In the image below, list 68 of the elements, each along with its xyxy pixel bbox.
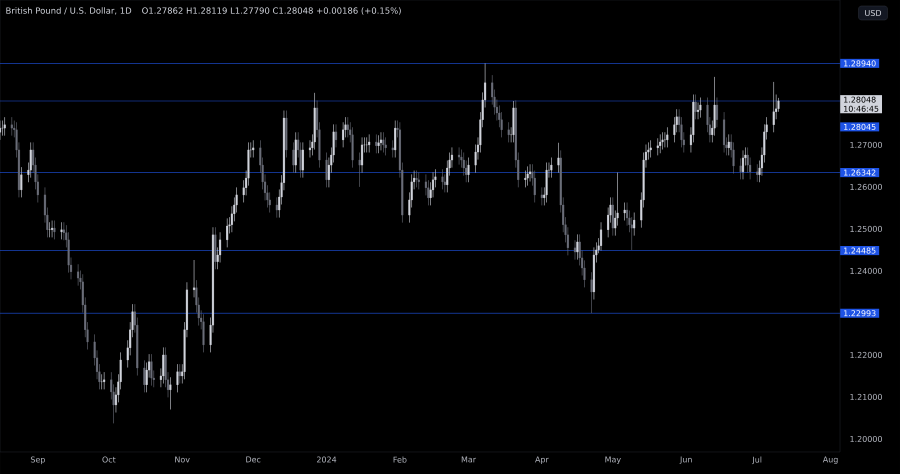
candlestick bbox=[51, 220, 54, 238]
candlestick bbox=[441, 168, 444, 190]
candlestick bbox=[20, 166, 22, 198]
candlestick bbox=[574, 240, 576, 260]
candlestick bbox=[252, 140, 254, 158]
candlestick bbox=[162, 347, 164, 384]
candlestick bbox=[557, 142, 560, 173]
candlestick bbox=[418, 172, 420, 190]
candlestick bbox=[358, 152, 361, 188]
candlestick bbox=[202, 314, 205, 353]
candlestick bbox=[380, 132, 382, 151]
candlestick bbox=[742, 150, 744, 180]
candlestick bbox=[176, 364, 179, 393]
candlestick bbox=[292, 142, 294, 173]
candlestick bbox=[169, 376, 172, 410]
candlestick bbox=[143, 360, 146, 393]
candlestick bbox=[612, 197, 614, 236]
candlestick bbox=[1, 120, 4, 136]
candlestick bbox=[415, 170, 418, 188]
candlestick bbox=[664, 132, 666, 148]
candlestick bbox=[508, 122, 510, 143]
text: British Pound / U.S. Dollar, 1D bbox=[6, 7, 132, 15]
candlestick bbox=[633, 212, 636, 236]
candlestick bbox=[192, 260, 196, 298]
candlestick bbox=[624, 202, 626, 221]
candlestick bbox=[4, 116, 6, 136]
candlestick bbox=[590, 272, 593, 314]
candlestick bbox=[716, 97, 718, 128]
candlestick bbox=[528, 164, 532, 182]
candlestick bbox=[360, 137, 364, 173]
candlestick bbox=[382, 132, 384, 153]
candlestick bbox=[60, 222, 63, 240]
candlestick bbox=[600, 222, 602, 251]
candlestick bbox=[666, 126, 668, 148]
candlestick bbox=[656, 138, 659, 156]
candlestick bbox=[77, 264, 80, 286]
candlestick bbox=[772, 82, 775, 133]
candlestick bbox=[661, 132, 664, 150]
candlestick bbox=[394, 120, 396, 158]
candlestick bbox=[226, 218, 228, 248]
candlestick bbox=[650, 140, 652, 158]
candlestick bbox=[150, 354, 152, 386]
candlestick bbox=[576, 234, 578, 260]
candlestick bbox=[458, 147, 460, 165]
candlestick bbox=[694, 94, 697, 120]
candlestick bbox=[103, 372, 106, 390]
candlestick bbox=[302, 142, 304, 178]
candlestick bbox=[368, 134, 370, 153]
candlestick bbox=[178, 364, 181, 384]
candlestick bbox=[375, 134, 378, 154]
candlestick bbox=[524, 170, 526, 188]
text: O1.27862 H1.28119 L1.27790 C1.28048 +0.00186 (+0.15%) bbox=[142, 7, 401, 15]
candlestick bbox=[392, 140, 394, 158]
candlestick bbox=[756, 164, 758, 182]
candlestick bbox=[53, 220, 56, 240]
candlestick bbox=[699, 97, 702, 118]
candlestick bbox=[378, 134, 380, 154]
candlestick bbox=[325, 152, 328, 188]
candlestick bbox=[467, 157, 470, 183]
candlestick bbox=[526, 166, 529, 186]
candlestick bbox=[540, 187, 543, 206]
candlestick bbox=[10, 116, 13, 136]
candlestick bbox=[659, 134, 662, 154]
candlestick bbox=[740, 158, 742, 180]
candlestick bbox=[728, 134, 730, 156]
candlestick bbox=[334, 124, 338, 148]
candlestick bbox=[550, 157, 552, 178]
candlestick bbox=[276, 197, 278, 218]
